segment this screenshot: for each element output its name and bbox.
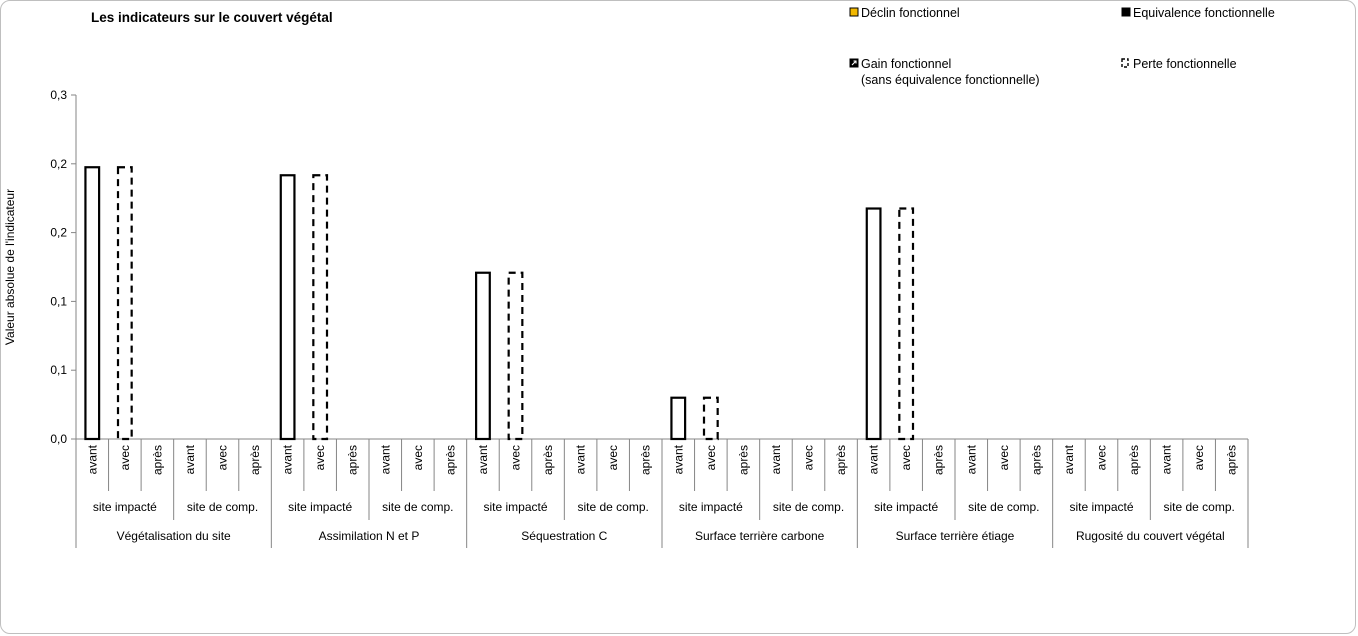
x-tick-label-period: avec <box>118 445 132 470</box>
bar-avec-0 <box>116 166 133 441</box>
x-tick-label-period: avec <box>313 445 327 470</box>
x-tick-label-site: site impacté <box>483 500 547 514</box>
x-tick-label-period: avant <box>378 444 392 474</box>
x-tick-label-period: après <box>932 445 946 475</box>
x-tick-label-period: avec <box>997 445 1011 470</box>
x-tick-label-period: après <box>443 445 457 475</box>
x-tick-label-site: site impacté <box>93 500 157 514</box>
bar-avec-4 <box>898 207 915 441</box>
x-tick-label-period: après <box>150 445 164 475</box>
x-tick-label-site: site impacté <box>874 500 938 514</box>
x-tick-label-period: après <box>346 445 360 475</box>
y-tick-label: 0,3 <box>50 88 67 102</box>
legend-label-2: (sans équivalence fonctionnelle) <box>861 73 1040 87</box>
x-tick-label-period: après <box>1127 445 1141 475</box>
x-tick-label-period: après <box>248 445 262 475</box>
x-tick-label-site: site de comp. <box>577 500 648 514</box>
x-tick-label-group: Rugosité du couvert végétal <box>1076 529 1225 543</box>
x-tick-label-period: avec <box>1192 445 1206 470</box>
x-tick-label-period: après <box>1029 445 1043 475</box>
x-tick-label-period: après <box>541 445 555 475</box>
x-tick-label-period: avant <box>769 444 783 474</box>
x-tick-label-period: après <box>1225 445 1239 475</box>
bar-avant-1 <box>279 174 296 441</box>
bar-avant-2 <box>475 271 491 441</box>
x-tick-label-period: avant <box>85 444 99 474</box>
x-tick-label-group: Séquestration C <box>521 529 607 543</box>
x-tick-label-period: avant <box>574 444 588 474</box>
x-tick-label-site: site impacté <box>288 500 352 514</box>
y-tick-label: 0,2 <box>50 157 67 171</box>
x-tick-label-period: avec <box>704 445 718 470</box>
legend-label: Gain fonctionnel <box>861 57 951 71</box>
x-tick-label-site: site de comp. <box>773 500 844 514</box>
x-tick-label-site: site de comp. <box>968 500 1039 514</box>
chart-title: Les indicateurs sur le couvert végétal <box>91 10 333 25</box>
x-tick-label-period: avec <box>411 445 425 470</box>
x-tick-label-period: avant <box>1062 444 1076 474</box>
x-tick-label-period: avec <box>606 445 620 470</box>
y-tick-label: 0,2 <box>50 226 67 240</box>
y-axis-label: Valeur absolue de l'indicateur <box>3 189 17 345</box>
bar-avec-2 <box>507 271 524 441</box>
x-tick-label-site: site de comp. <box>382 500 453 514</box>
x-tick-label-period: avant <box>476 444 490 474</box>
bar-avant-4 <box>865 207 882 441</box>
bar-avant-3 <box>670 396 687 441</box>
legend-label: Perte fonctionnelle <box>1133 57 1237 71</box>
bar-avec-3 <box>702 396 719 441</box>
legend-marker <box>849 7 859 17</box>
x-tick-label-group: Surface terrière étiage <box>896 529 1015 543</box>
x-tick-label-period: après <box>736 445 750 475</box>
legend-marker-arrow <box>851 60 857 66</box>
legend-label: Equivalence fonctionnelle <box>1133 6 1275 20</box>
bar-avec-1 <box>312 174 329 441</box>
x-tick-label-site: site de comp. <box>187 500 258 514</box>
y-tick-label: 0,1 <box>50 294 67 308</box>
x-tick-label-period: avant <box>671 444 685 474</box>
x-tick-label-period: après <box>834 445 848 475</box>
x-tick-label-period: avant <box>964 444 978 474</box>
x-tick-label-group: Assimilation N et P <box>319 529 420 543</box>
x-tick-label-group: Végétalisation du site <box>117 529 231 543</box>
y-tick-label: 0,1 <box>50 363 67 377</box>
x-tick-label-site: site de comp. <box>1163 500 1234 514</box>
x-tick-label-period: avec <box>509 445 523 470</box>
x-tick-label-period: avant <box>183 444 197 474</box>
legend-marker <box>1121 7 1131 17</box>
x-tick-label-site: site impacté <box>1069 500 1133 514</box>
x-tick-label-period: avant <box>281 444 295 474</box>
x-tick-label-period: avant <box>1160 444 1174 474</box>
legend-marker <box>1121 58 1129 68</box>
x-tick-label-period: avant <box>867 444 881 474</box>
x-tick-label-site: site impacté <box>679 500 743 514</box>
x-tick-label-period: après <box>639 445 653 475</box>
x-tick-label-group: Surface terrière carbone <box>695 529 825 543</box>
x-tick-label-period: avec <box>802 445 816 470</box>
legend-label: Déclin fonctionnel <box>861 6 960 20</box>
y-tick-label: 0,0 <box>50 432 67 446</box>
bar-avant-0 <box>84 166 101 441</box>
x-tick-label-period: avec <box>899 445 913 470</box>
x-tick-label-period: avec <box>216 445 230 470</box>
x-tick-label-period: avec <box>1095 445 1109 470</box>
